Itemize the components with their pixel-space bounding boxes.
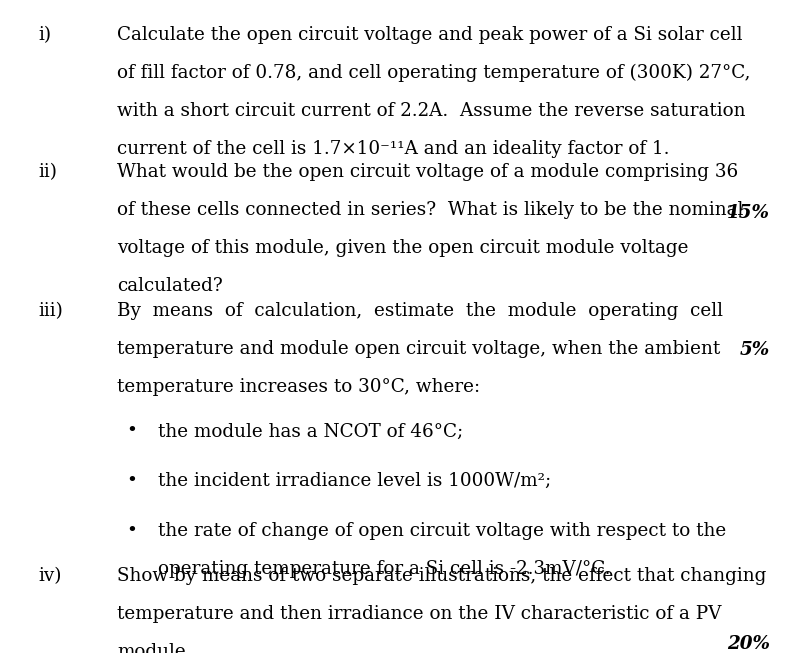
Text: •: •	[127, 472, 138, 490]
Text: with a short circuit current of 2.2A.  Assume the reverse saturation: with a short circuit current of 2.2A. As…	[117, 102, 746, 120]
Text: the incident irradiance level is 1000W/m²;: the incident irradiance level is 1000W/m…	[158, 472, 552, 490]
Text: 15%: 15%	[727, 204, 770, 222]
Text: current of the cell is 1.7×10⁻¹¹A and an ideality factor of 1.: current of the cell is 1.7×10⁻¹¹A and an…	[117, 140, 670, 158]
Text: What would be the open circuit voltage of a module comprising 36: What would be the open circuit voltage o…	[117, 163, 738, 182]
Text: the rate of change of open circuit voltage with respect to the: the rate of change of open circuit volta…	[158, 522, 726, 540]
Text: ii): ii)	[38, 163, 57, 182]
Text: voltage of this module, given the open circuit module voltage: voltage of this module, given the open c…	[117, 239, 689, 257]
Text: temperature and then irradiance on the IV characteristic of a PV: temperature and then irradiance on the I…	[117, 605, 722, 623]
Text: 20%: 20%	[727, 635, 770, 653]
Text: i): i)	[38, 26, 51, 44]
Text: operating temperature for a Si cell is -2.3mV/°C.: operating temperature for a Si cell is -…	[158, 560, 611, 578]
Text: module.: module.	[117, 643, 192, 653]
Text: of fill factor of 0.78, and cell operating temperature of (300K) 27°C,: of fill factor of 0.78, and cell operati…	[117, 64, 751, 82]
Text: •: •	[127, 522, 138, 540]
Text: iii): iii)	[38, 302, 63, 321]
Text: •: •	[127, 422, 138, 441]
Text: the module has a NCOT of 46°C;: the module has a NCOT of 46°C;	[158, 422, 463, 441]
Text: temperature and module open circuit voltage, when the ambient: temperature and module open circuit volt…	[117, 340, 721, 358]
Text: Calculate the open circuit voltage and peak power of a Si solar cell: Calculate the open circuit voltage and p…	[117, 26, 743, 44]
Text: temperature increases to 30°C, where:: temperature increases to 30°C, where:	[117, 378, 480, 396]
Text: iv): iv)	[38, 567, 62, 585]
Text: of these cells connected in series?  What is likely to be the nominal: of these cells connected in series? What…	[117, 201, 744, 219]
Text: Show by means of two separate illustrations, the effect that changing: Show by means of two separate illustrati…	[117, 567, 767, 585]
Text: calculated?: calculated?	[117, 277, 223, 295]
Text: 5%: 5%	[740, 341, 770, 359]
Text: By  means  of  calculation,  estimate  the  module  operating  cell: By means of calculation, estimate the mo…	[117, 302, 723, 321]
